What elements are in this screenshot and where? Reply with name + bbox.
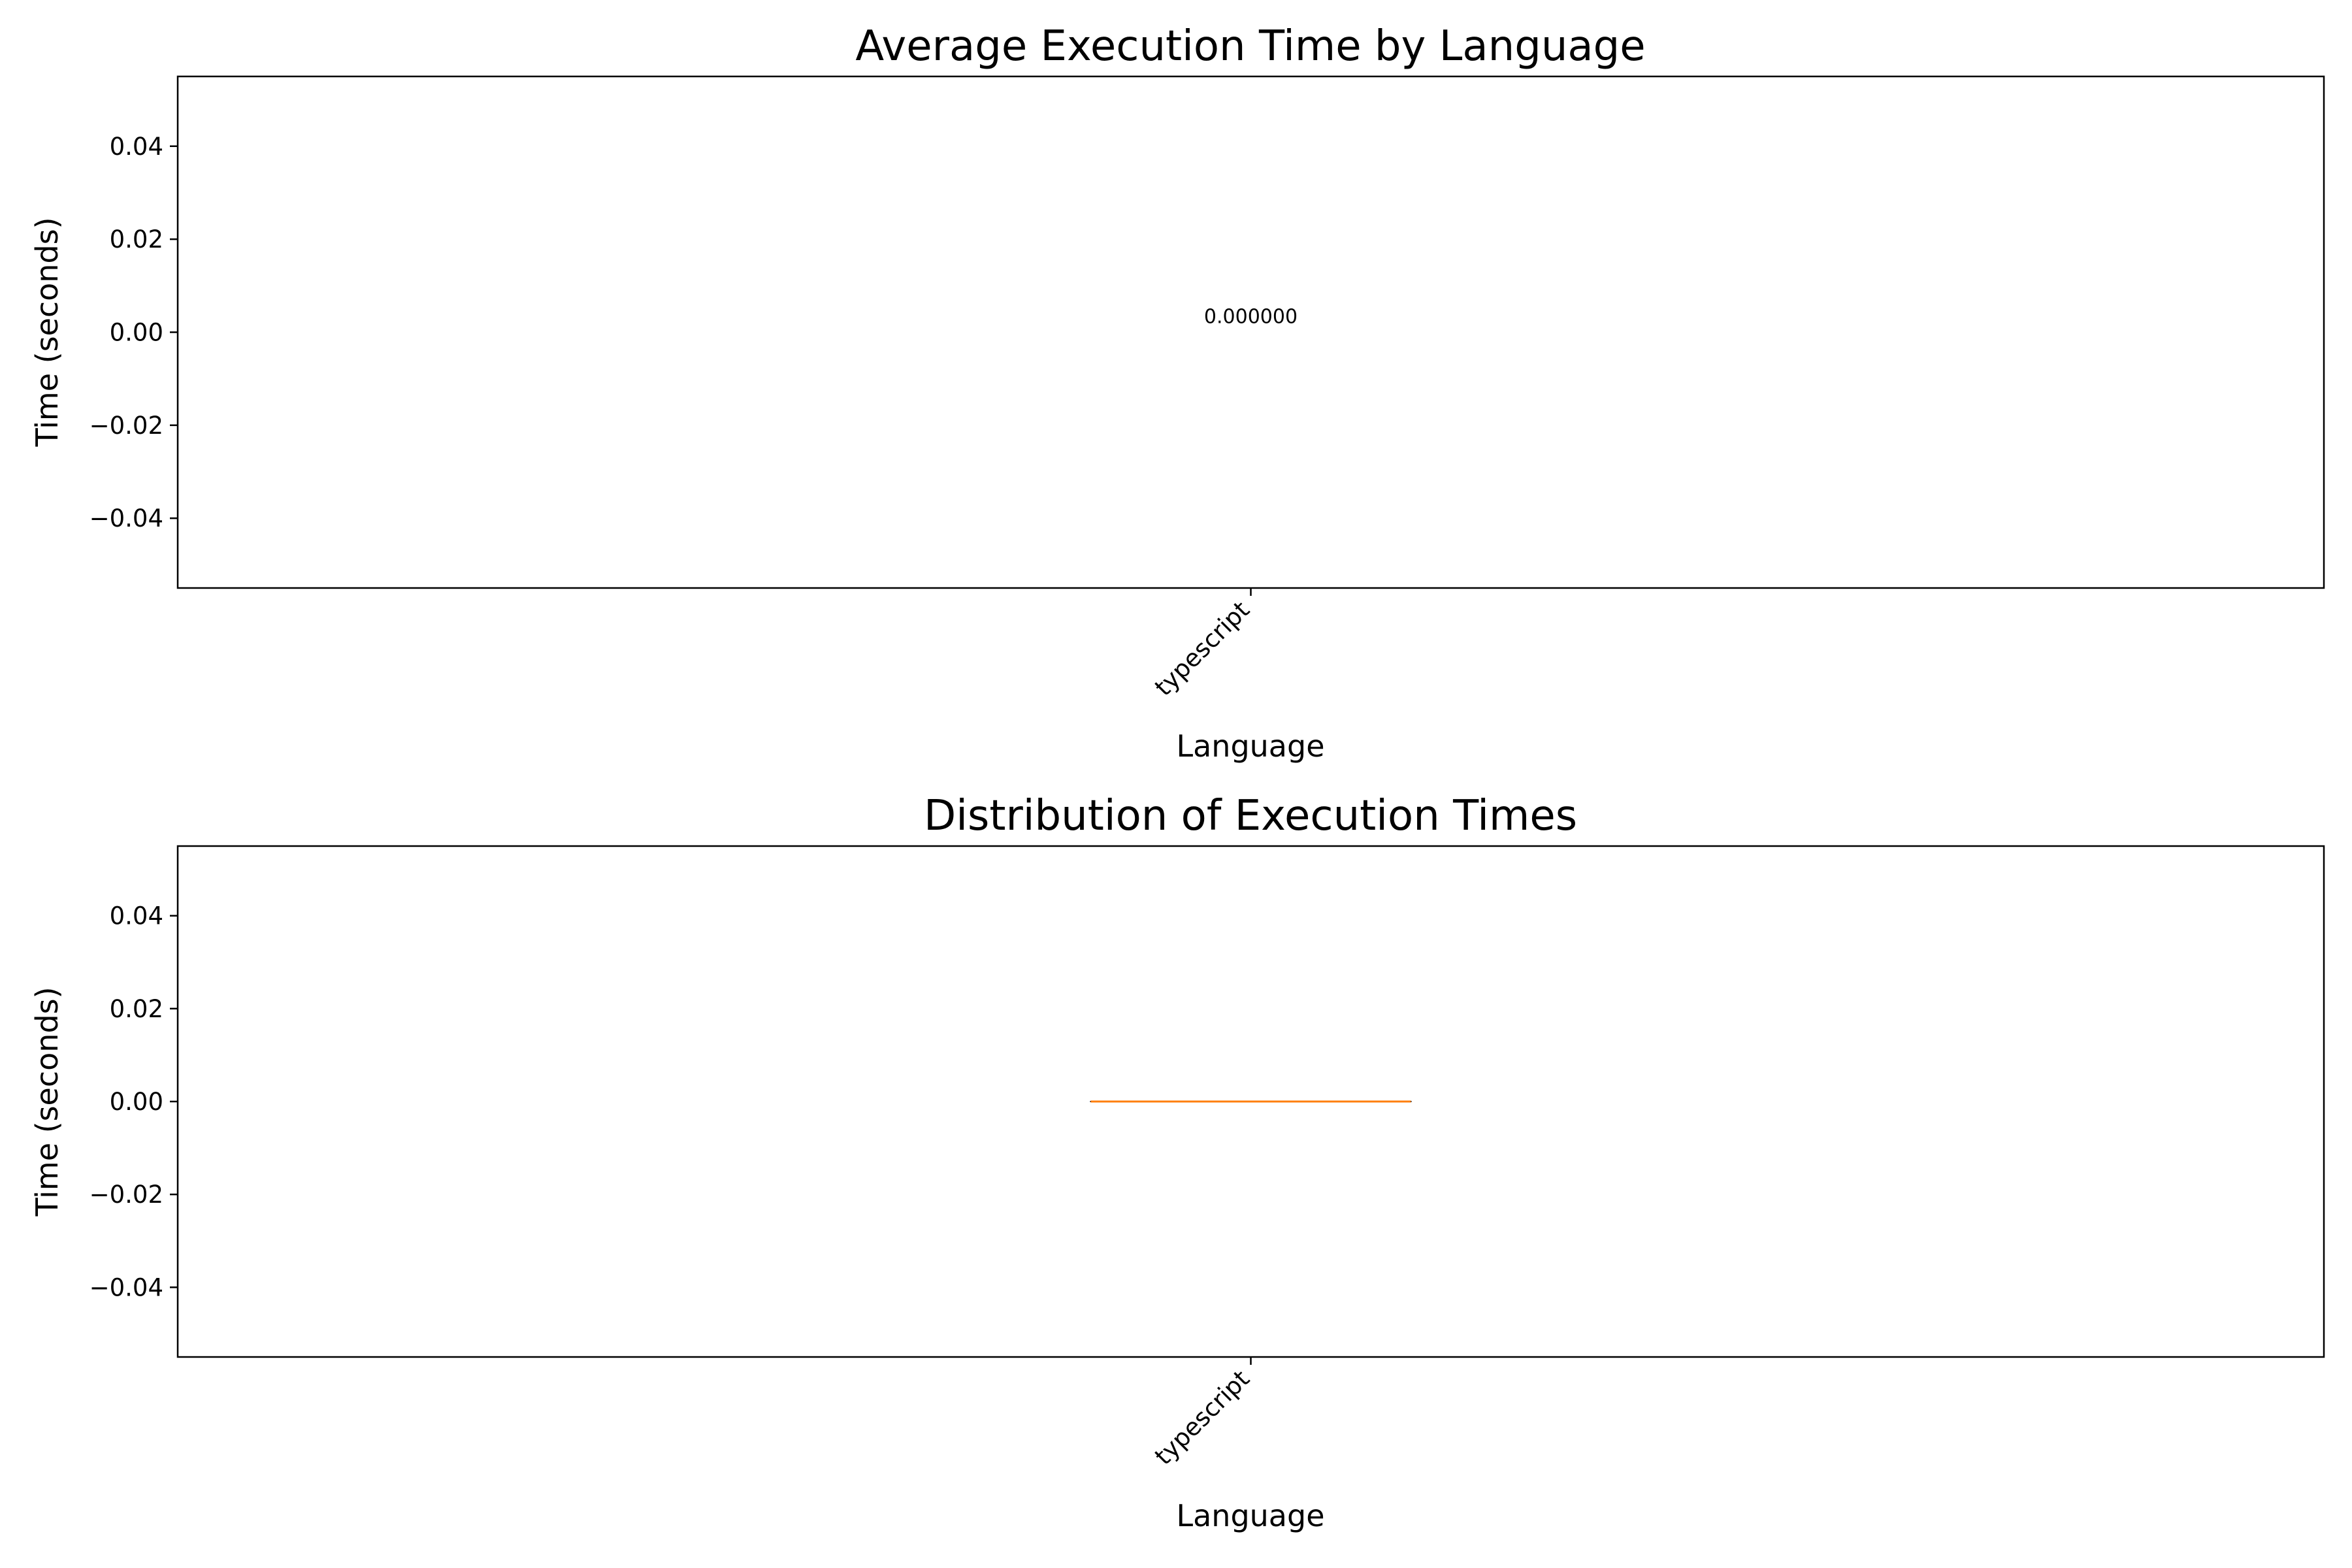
chart-title: Distribution of Execution Times [924,792,1577,840]
plot-area [176,75,2325,589]
y-tick-label: 0.02 [110,225,163,253]
y-tick-label: −0.02 [90,412,163,440]
y-axis: −0.04 −0.02 0.00 0.02 0.04 [90,133,178,532]
y-tick-label: −0.02 [90,1181,163,1209]
y-tick-label: 0.02 [110,995,163,1023]
y-tick-label: −0.04 [90,1273,163,1301]
y-tick-label: −0.04 [90,504,163,532]
y-axis: −0.04 −0.02 0.00 0.02 0.04 [90,902,178,1301]
distribution-chart: Distribution of Execution Times −0.04−0.… [29,792,2325,1533]
y-tick-label: 0.04 [110,902,163,930]
y-tick-label: 0.00 [110,1088,163,1116]
y-axis-label: Time (seconds) [29,987,65,1217]
average-time-chart: Average Execution Time by Language −0.04… [29,22,2325,764]
x-tick-label: typescript [1149,596,1255,702]
x-axis-label: Language [1176,1498,1324,1533]
x-axis-label: Language [1176,728,1324,764]
x-axis: typescript [1149,1357,1255,1471]
bars: 0.000000 [1204,306,1298,329]
y-tick-label: 0.04 [110,133,163,161]
bar-value-label: 0.000000 [1204,306,1298,329]
x-axis: typescript [1149,588,1255,702]
x-tick-label: typescript [1149,1365,1255,1471]
y-axis-label: Time (seconds) [29,217,65,447]
y-tick-label: 0.00 [110,319,163,347]
chart-title: Average Execution Time by Language [855,22,1645,71]
